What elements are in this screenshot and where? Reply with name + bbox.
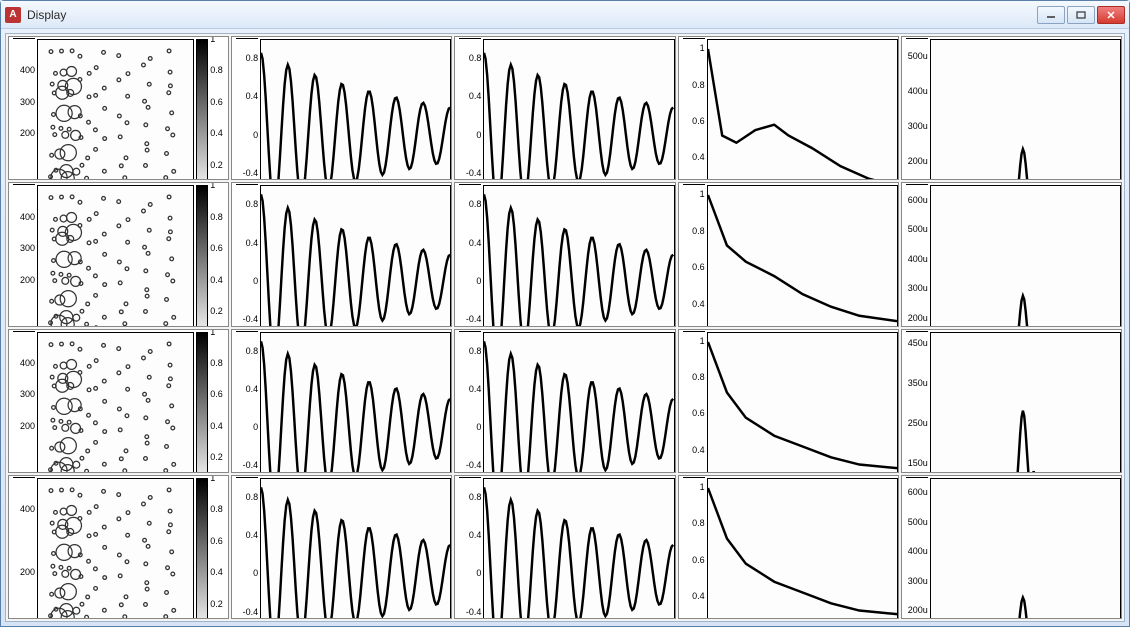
plot-area[interactable]	[37, 39, 194, 180]
plot-area[interactable]	[707, 478, 898, 619]
plot-cell[interactable]: Autocorrelation(Acc1) (Real)-0.8-0.400.4…	[231, 36, 452, 180]
plot-area[interactable]	[483, 185, 674, 326]
y-axis: 0200300400	[9, 39, 37, 180]
y-axis: 50u150u250u350u450u	[902, 332, 930, 473]
plot-area[interactable]	[930, 39, 1121, 180]
y-axis: -0.8-0.400.40.8	[455, 332, 483, 473]
plot-area[interactable]	[707, 39, 898, 180]
plot-cell[interactable]: Autospectrum(Acc2) (Magniti100u200u300u4…	[901, 182, 1122, 326]
y-axis: -0.8-0.400.40.8	[455, 185, 483, 326]
plot-grid: Autocorrelation(Acc1) (Real)020030040000…	[5, 33, 1125, 622]
y-axis: -0.8-0.400.40.8	[455, 478, 483, 619]
titlebar[interactable]: A Display	[1, 1, 1129, 29]
plot-area[interactable]	[260, 478, 451, 619]
plot-cell[interactable]: Autocorrelation(Acc4) (Imagi-0.8-0.400.4…	[454, 475, 675, 619]
plot-area[interactable]	[707, 185, 898, 326]
plot-cell[interactable]: Autocorrelation(Acc1) (Real)-0.8-0.400.4…	[231, 182, 452, 326]
y-axis: -0.8-0.400.40.8	[232, 478, 260, 619]
colorbar-ticks: 00.20.40.60.81	[208, 332, 228, 473]
colorbar	[196, 39, 208, 180]
plot-area[interactable]	[260, 185, 451, 326]
plot-area[interactable]	[260, 39, 451, 180]
colorbar-ticks: 00.20.40.60.81	[208, 39, 228, 180]
app-icon: A	[5, 7, 21, 23]
plot-area[interactable]	[930, 478, 1121, 619]
plot-cell[interactable]: Autocorrelation(Acc3) (Magni0.20.40.60.8…	[678, 329, 899, 473]
plot-cell[interactable]: Autospectrum(Acc3) (Magniti50u150u250u35…	[901, 329, 1122, 473]
plot-cell[interactable]: Autocorrelation(Acc3) (Imagi-0.8-0.400.4…	[454, 329, 675, 473]
plot-area[interactable]	[37, 478, 194, 619]
plot-area[interactable]	[37, 332, 194, 473]
y-axis: 100u200u300u400u500u600u	[902, 478, 930, 619]
y-axis: -0.8-0.400.40.8	[232, 185, 260, 326]
plot-cell[interactable]: Autocorrelation(Acc3) (Real)020030040000…	[8, 329, 229, 473]
y-axis: 0200400	[9, 478, 37, 619]
window-title: Display	[27, 8, 66, 22]
plot-cell[interactable]: Autocorrelation(Acc2) (Magni0.20.40.60.8…	[678, 182, 899, 326]
plot-cell[interactable]: Autocorrelation(Acc1) (Real)020030040000…	[8, 36, 229, 180]
plot-area[interactable]	[483, 332, 674, 473]
y-axis: 100u200u300u400u500u	[902, 39, 930, 180]
plot-area[interactable]	[930, 185, 1121, 326]
plot-area[interactable]	[707, 332, 898, 473]
plot-cell[interactable]: Autocorrelation(Acc3) (Real)-0.8-0.400.4…	[231, 329, 452, 473]
y-axis: 0.20.40.60.81	[679, 332, 707, 473]
plot-cell[interactable]: Autocorrelation(Acc2) (Real)020030040000…	[8, 182, 229, 326]
plot-cell[interactable]: Autocorrelation(Acc4) (Real)-0.8-0.400.4…	[231, 475, 452, 619]
close-button[interactable]	[1097, 6, 1125, 24]
plot-cell[interactable]: Autocorrelation(Acc1) (Magni0.20.40.60.8…	[678, 36, 899, 180]
maximize-button[interactable]	[1067, 6, 1095, 24]
plot-cell[interactable]: Autocorrelation(Acc2) (Imagi-0.8-0.400.4…	[454, 182, 675, 326]
y-axis: 0.20.40.60.81	[679, 478, 707, 619]
app-window: A Display Autocorrelation(Acc1) (Real)02…	[0, 0, 1130, 627]
y-axis: -0.8-0.400.40.8	[455, 39, 483, 180]
minimize-button[interactable]	[1037, 6, 1065, 24]
y-axis: 100u200u300u400u500u600u	[902, 185, 930, 326]
y-axis: 0200300400	[9, 332, 37, 473]
window-controls	[1037, 6, 1125, 24]
y-axis: 0.20.40.60.81	[679, 39, 707, 180]
y-axis: -0.8-0.400.40.8	[232, 332, 260, 473]
plot-cell[interactable]: Autospectrum(Acc1) (Magniti100u200u300u4…	[901, 36, 1122, 180]
plot-area[interactable]	[37, 185, 194, 326]
plot-cell[interactable]: Autospectrum(Acc4) (Magniti100u200u300u4…	[901, 475, 1122, 619]
colorbar-ticks: 00.20.40.60.81	[208, 185, 228, 326]
plot-area[interactable]	[930, 332, 1121, 473]
colorbar	[196, 185, 208, 326]
plot-cell[interactable]: Autocorrelation(Acc4) (Real)020040000.20…	[8, 475, 229, 619]
plot-area[interactable]	[260, 332, 451, 473]
colorbar	[196, 478, 208, 619]
plot-cell[interactable]: Autocorrelation(Acc4) (Magni0.20.40.60.8…	[678, 475, 899, 619]
colorbar	[196, 332, 208, 473]
y-axis: 0200300400	[9, 185, 37, 326]
colorbar-ticks: 00.20.40.60.81	[208, 478, 228, 619]
plot-area[interactable]	[483, 478, 674, 619]
y-axis: 0.20.40.60.81	[679, 185, 707, 326]
plot-area[interactable]	[483, 39, 674, 180]
y-axis: -0.8-0.400.40.8	[232, 39, 260, 180]
plot-cell[interactable]: Autocorrelation(Acc1) (Imagi-0.8-0.400.4…	[454, 36, 675, 180]
